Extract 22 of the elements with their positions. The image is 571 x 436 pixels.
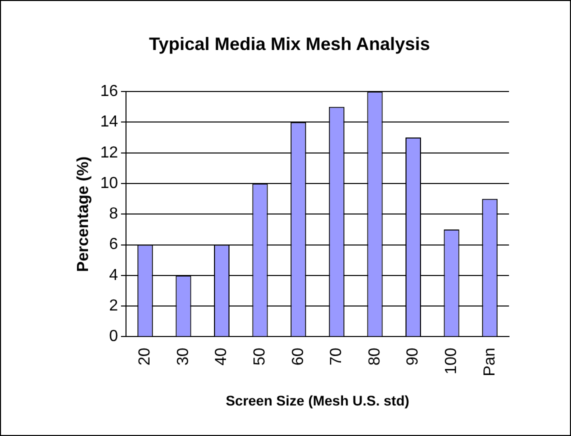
x-tick-label: Pan	[481, 348, 498, 376]
x-tick-label: 80	[366, 348, 384, 366]
x-tick-label: 100	[442, 348, 460, 374]
x-tick-label: 60	[290, 348, 307, 366]
y-tick-label: 2	[109, 297, 118, 314]
x-tick-label: 40	[213, 348, 230, 366]
x-tick-label: 30	[174, 348, 192, 366]
y-tick-label: 12	[100, 144, 118, 162]
y-axis-title: Percentage (%)	[75, 156, 92, 272]
y-tick-label: 14	[100, 114, 118, 131]
x-tick-label: 70	[328, 348, 346, 366]
y-tick-label: 0	[109, 328, 118, 346]
chart-title: Typical Media Mix Mesh Analysis	[148, 34, 430, 54]
y-tick-label: 6	[109, 236, 118, 254]
y-tick-label: 8	[109, 206, 118, 223]
x-tick-label: 90	[404, 348, 422, 366]
x-axis-title: Screen Size (Mesh U.S. std)	[226, 392, 410, 408]
x-tick-label: 20	[136, 348, 154, 366]
x-tick-label: 50	[251, 348, 268, 366]
y-tick-label: 4	[109, 266, 118, 284]
y-tick-label: 16	[100, 83, 118, 100]
y-tick-label: 10	[100, 174, 118, 192]
